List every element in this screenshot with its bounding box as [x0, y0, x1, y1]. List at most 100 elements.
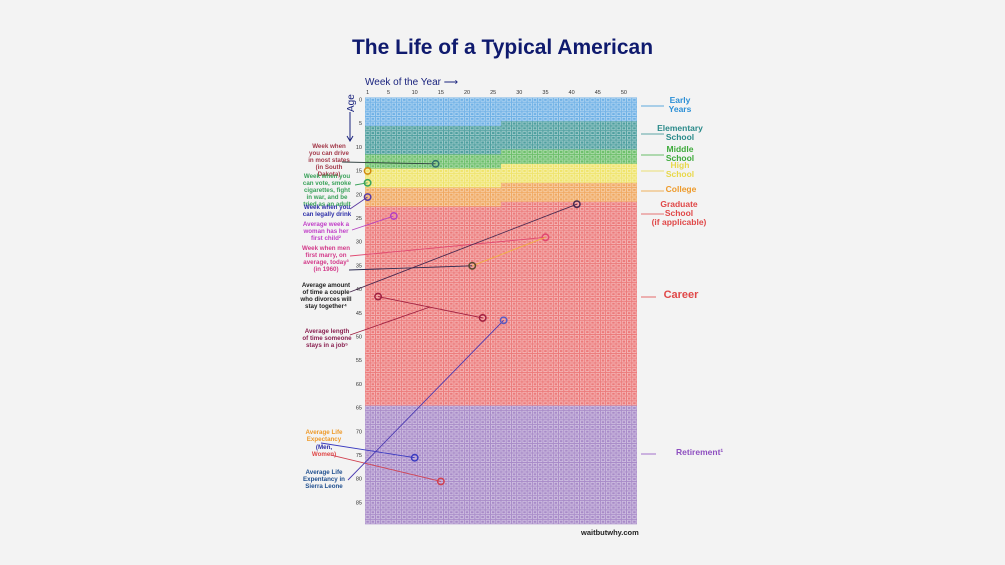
annotation-text: Average week a — [303, 221, 350, 228]
y-axis-arrowhead — [346, 135, 354, 142]
x-tick-label: 40 — [569, 90, 575, 96]
x-tick-label: 25 — [490, 90, 496, 96]
marker-divorce — [572, 200, 581, 209]
annotation-text: Average Life — [306, 429, 343, 436]
stage-label: Elementary — [657, 123, 703, 133]
annotation-line — [354, 182, 368, 186]
stage-label: High — [671, 160, 690, 170]
y-tick-label: 45 — [356, 311, 362, 317]
stage-label: School — [666, 169, 694, 179]
stage-label: (if applicable) — [652, 217, 707, 227]
annotation-text: stay together⁴ — [305, 303, 347, 310]
annotation-text: in war, and be — [307, 194, 348, 201]
annotation-text: first marry, on — [305, 252, 346, 259]
marker-job-start — [374, 292, 383, 301]
annotation-text: first child² — [311, 235, 341, 242]
annotation-text: cigarettes, fight — [304, 187, 350, 194]
annotation-text: Week when you — [304, 204, 351, 211]
annotation-text: (Men, — [316, 444, 332, 451]
marker-marry-1960 — [468, 261, 477, 270]
marker-voting — [363, 178, 372, 187]
annotation-text: in most states — [308, 157, 350, 164]
annotation-text: tried as an adult — [303, 201, 350, 208]
annotation-text: Expentancy in — [303, 476, 345, 483]
stage-label: Years — [669, 104, 692, 114]
y-tick-label: 80 — [356, 477, 362, 483]
stage-label: School — [666, 132, 694, 142]
marker-life-women — [436, 477, 445, 486]
y-tick-label: 75 — [356, 453, 362, 459]
annotation-text: you can drive — [309, 150, 349, 157]
annotation-text: Average length — [305, 328, 350, 335]
x-tick-label: 20 — [464, 90, 470, 96]
y-tick-label: 65 — [356, 406, 362, 412]
annotation-line — [320, 442, 415, 459]
marker-first-child — [389, 212, 398, 220]
x-tick-label: 10 — [412, 90, 418, 96]
marker-marry-today — [541, 233, 550, 242]
annotation-text: Week when you — [304, 173, 351, 180]
annotation-line — [377, 296, 483, 319]
chart-title: The Life of a Typical American — [351, 36, 654, 59]
x-tick-label: 15 — [438, 90, 444, 96]
annotation-text: (in South — [316, 164, 343, 171]
y-tick-label: 5 — [359, 121, 362, 127]
y-tick-label: 15 — [356, 169, 362, 175]
y-tick-label: 85 — [356, 500, 362, 506]
y-tick-label: 50 — [356, 335, 362, 341]
annotation-line — [347, 319, 504, 481]
credit-label: waitbutwhy.com — [581, 528, 639, 537]
annotation-text: Women) — [312, 451, 336, 458]
y-tick-label: 30 — [356, 240, 362, 246]
y-tick-label: 40 — [356, 287, 362, 293]
annotation-text: stays in a job⁵ — [306, 342, 348, 349]
annotation-text: of time a couple — [302, 289, 350, 296]
x-tick-label: 5 — [387, 90, 390, 96]
annotation-text: Sierra Leone — [305, 483, 343, 490]
x-tick-label: 1 — [366, 90, 369, 96]
y-tick-label: 70 — [356, 429, 362, 435]
annotation-text: who divorces will — [299, 296, 352, 303]
annotation-text: of time someone — [302, 335, 352, 342]
stage-label: Early — [670, 95, 691, 105]
marker-16 — [363, 167, 372, 175]
marker-driving — [431, 159, 440, 168]
annotation-line — [472, 236, 546, 267]
marker-sierra-leone — [499, 316, 508, 325]
stage-label: Middle — [667, 144, 694, 154]
annotation-text: can legally drink — [303, 211, 352, 218]
marker-job-end — [478, 313, 487, 322]
x-axis-label: Week of the Year ⟶ — [365, 77, 459, 88]
stage-label: Career — [664, 289, 700, 301]
annotation-text: average, today³ — [303, 259, 348, 266]
annotation-text: Week when — [312, 143, 346, 150]
x-tick-label: 45 — [595, 90, 601, 96]
y-tick-label: 60 — [356, 382, 362, 388]
annotation-text: can vote, smoke — [303, 180, 352, 187]
annotation-text: Average amount — [302, 282, 350, 289]
stage-label: School — [666, 153, 694, 163]
y-tick-label: 55 — [356, 358, 362, 364]
marker-life-men — [410, 453, 419, 462]
annotation-line — [349, 306, 431, 336]
annotation-line — [349, 236, 546, 257]
annotation-text: Expectancy — [307, 436, 342, 443]
marker-drinking — [363, 193, 372, 201]
annotation-text: woman has her — [302, 228, 349, 235]
annotation-line — [351, 215, 394, 231]
annotation-text: Average Life — [306, 469, 343, 476]
y-tick-label: 25 — [356, 216, 362, 222]
annotation-line — [348, 265, 473, 271]
annotation-text: Dakota) — [318, 171, 341, 178]
y-tick-label: 20 — [356, 192, 362, 198]
stage-label: College — [666, 184, 697, 194]
annotation-line — [349, 203, 578, 293]
y-tick-label: 10 — [356, 145, 362, 151]
week-grid — [365, 97, 637, 525]
x-tick-label: 30 — [516, 90, 522, 96]
stage-label: Retirement¹ — [676, 447, 723, 457]
stage-label: Graduate — [660, 199, 698, 209]
annotation-text: Week when men — [302, 245, 350, 252]
y-tick-label: 35 — [356, 263, 362, 269]
